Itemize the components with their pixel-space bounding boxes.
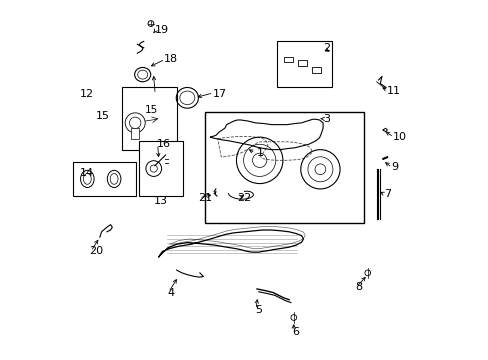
Text: 6: 6 (292, 327, 299, 337)
Bar (298, 60, 306, 66)
Text: 16: 16 (157, 139, 171, 149)
Text: 1: 1 (257, 148, 264, 158)
Bar (312, 67, 321, 73)
Text: 5: 5 (255, 305, 262, 315)
Text: 20: 20 (89, 247, 103, 256)
Text: 11: 11 (386, 86, 400, 96)
Bar (283, 57, 292, 62)
Bar (122, 87, 177, 150)
Bar (205, 112, 364, 223)
Text: 15: 15 (145, 105, 158, 115)
Text: 18: 18 (164, 54, 178, 64)
Bar (131, 128, 139, 139)
Bar (73, 162, 135, 196)
Bar (139, 141, 183, 196)
Text: 4: 4 (167, 288, 175, 297)
Text: 8: 8 (354, 282, 362, 292)
Text: 12: 12 (80, 89, 94, 99)
Bar (276, 41, 331, 87)
Text: 3: 3 (323, 114, 329, 124)
Text: 10: 10 (392, 132, 406, 142)
Text: 22: 22 (236, 193, 250, 203)
Text: 19: 19 (155, 25, 169, 35)
Text: 15: 15 (96, 111, 110, 121)
Text: 17: 17 (212, 89, 226, 99)
Text: 9: 9 (390, 162, 397, 172)
Text: 2: 2 (323, 43, 329, 53)
Text: 21: 21 (198, 193, 212, 203)
Text: 14: 14 (80, 168, 94, 178)
Text: 7: 7 (383, 189, 390, 199)
Text: 13: 13 (153, 197, 167, 206)
